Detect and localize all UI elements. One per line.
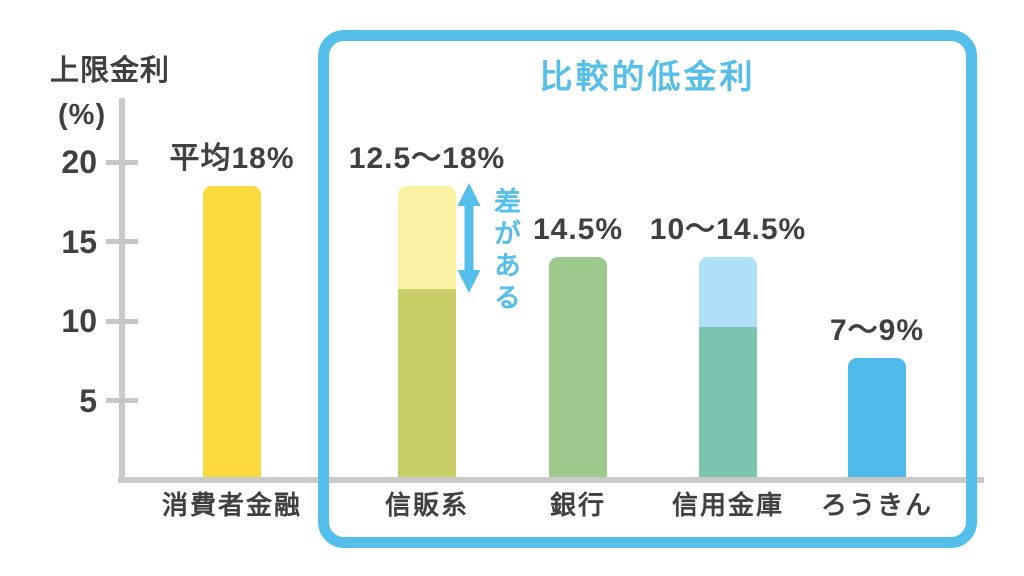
bar-shinkin-lower-segment [699, 327, 757, 480]
y-tick-label-15: 15 [61, 223, 97, 260]
bar-shinpan-lower-segment [398, 289, 456, 480]
bar-consumer-finance [203, 185, 261, 480]
value-label-roukin: 7〜9% [829, 313, 925, 347]
value-label-bank: 14.5% [532, 213, 624, 247]
value-label-consumer-finance: 平均18% [169, 141, 295, 175]
y-tick-label-5: 5 [79, 382, 97, 419]
category-label-shinpan: 信販系 [384, 490, 470, 520]
category-label-roukin: ろうきん [820, 490, 934, 520]
y-tick-label-20: 20 [61, 144, 97, 180]
category-label-bank: 銀行 [549, 490, 607, 520]
y-axis-title: 上限金利 (%) [50, 50, 170, 137]
low-rate-box-title: 比較的低金利 [539, 58, 756, 95]
bar-roukin [848, 357, 906, 480]
bar-bank [549, 257, 607, 480]
y-axis-unit-label: (%) [58, 98, 107, 131]
y-tick-15 [106, 239, 138, 244]
bar-shinpan-upper-segment [398, 185, 456, 290]
bar-shinkin-upper-segment [699, 257, 757, 328]
category-label-consumer-finance: 消費者金融 [161, 490, 303, 520]
value-label-shinpan: 12.5〜18% [348, 141, 506, 175]
y-tick-20 [106, 159, 138, 165]
low-rate-highlight-box: 比較的低金利 [318, 30, 977, 548]
y-tick-5 [106, 398, 138, 403]
difference-annotation: 差がある [490, 187, 520, 315]
y-tick-10 [106, 318, 138, 324]
y-axis-title-text: 上限金利 [50, 55, 171, 87]
y-axis-line [119, 98, 125, 483]
value-label-shinkin: 10〜14.5% [649, 213, 807, 247]
y-tick-label-10: 10 [61, 303, 97, 339]
category-label-shinkin: 信用金庫 [671, 490, 785, 520]
difference-arrow-icon [457, 183, 481, 293]
x-axis-line [118, 477, 984, 483]
